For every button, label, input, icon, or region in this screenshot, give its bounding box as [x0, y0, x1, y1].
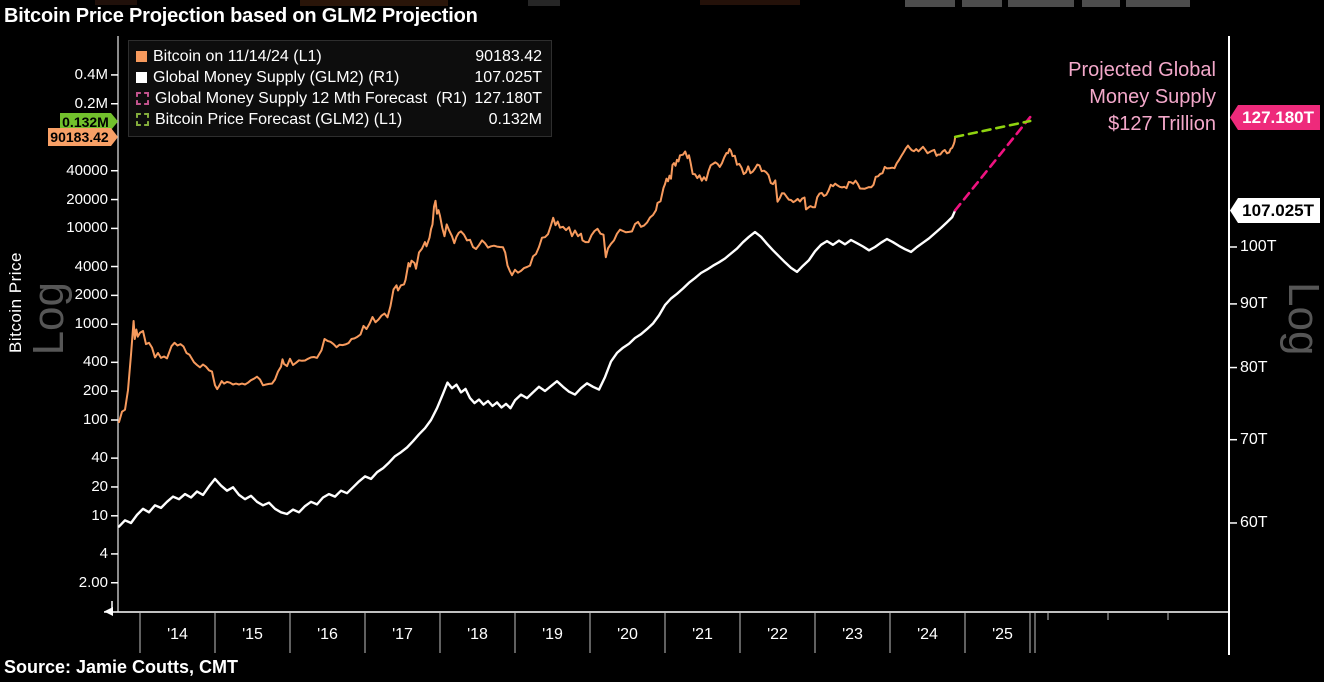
value-badge-9018342: 90183.42 — [48, 128, 118, 146]
chart-legend: Bitcoin on 11/14/24 (L1) 90183.42 Global M… — [128, 40, 552, 137]
left-tick-label: 0.4M — [74, 65, 108, 83]
bitcoin-price-forecast-glm2--line — [953, 119, 1032, 139]
left-tick-label: 40000 — [66, 161, 108, 179]
left-tick-label: 20 — [91, 477, 108, 495]
legend-label: Bitcoin on 11/14/24 (L1) — [153, 47, 322, 65]
legend-row-3[interactable]: Bitcoin Price Forecast (GLM2) (L1) 0.132M — [136, 109, 542, 130]
value-badge-127180T: 127.180T — [1230, 105, 1320, 130]
year-label-14: '14 — [167, 626, 188, 643]
right-tick-label: 80T — [1240, 358, 1268, 376]
year-label-17: '17 — [392, 626, 413, 643]
year-label-21: '21 — [692, 626, 713, 643]
legend-value: 127.180T — [474, 89, 542, 107]
year-label-18: '18 — [467, 626, 488, 643]
year-label-20: '20 — [617, 626, 638, 643]
filled-square-marker-icon — [136, 72, 147, 83]
projection-annotation: Projected Global Money Supply $127 Trill… — [1068, 57, 1216, 138]
annotation-line-3: $127 Trillion — [1108, 113, 1216, 135]
clipped-text-fragment — [300, 0, 448, 6]
right-tick-label: 90T — [1240, 294, 1268, 312]
clipped-text-fragment — [95, 0, 137, 5]
right-tick-label: 70T — [1240, 430, 1268, 448]
left-tick-label: 200 — [82, 382, 108, 400]
legend-row-0[interactable]: Bitcoin on 11/14/24 (L1) 90183.42 — [136, 46, 542, 67]
clipped-text-fragment — [1008, 0, 1074, 7]
clipped-text-fragment — [700, 0, 800, 5]
year-label-15: '15 — [242, 626, 263, 643]
left-axis-title: Bitcoin Price — [6, 252, 25, 353]
clipped-text-fragment — [962, 0, 1002, 7]
left-tick-label: 400 — [82, 353, 108, 371]
annotation-line-2: Money Supply — [1089, 86, 1216, 108]
year-label-19: '19 — [542, 626, 563, 643]
axis-start-arrow-head — [104, 607, 113, 616]
clipped-text-fragment — [528, 0, 560, 6]
right-tick-label: 100T — [1240, 238, 1277, 255]
global-money-supply-12-mth-forecast-line — [953, 115, 1032, 212]
legend-value: 0.132M — [488, 110, 542, 128]
dashed-square-marker-icon — [136, 113, 149, 126]
legend-row-1[interactable]: Global Money Supply (GLM2) (R1) 107.025T — [136, 67, 542, 88]
value-badge-107025T: 107.025T — [1230, 198, 1320, 223]
clipped-text-fragment — [905, 0, 955, 7]
global-money-supply-glm2--line — [117, 209, 957, 528]
left-tick-label: 1000 — [74, 315, 108, 333]
clipped-text-fragment — [1126, 0, 1190, 7]
legend-value: 107.025T — [474, 68, 542, 86]
legend-label: Global Money Supply (GLM2) (R1) — [153, 68, 400, 86]
page-title: Bitcoin Price Projection based on GLM2 P… — [4, 5, 478, 27]
dashed-square-marker-icon — [136, 92, 149, 105]
year-label-22: '22 — [767, 626, 788, 643]
left-tick-label: 40 — [91, 449, 108, 467]
left-tick-label: 2000 — [74, 286, 108, 304]
legend-value: 90183.42 — [475, 47, 542, 65]
left-tick-label: 10 — [91, 506, 108, 524]
filled-square-marker-icon — [136, 51, 147, 62]
clipped-text-fragment — [1082, 0, 1120, 7]
left-tick-label: 4 — [99, 544, 108, 562]
left-tick-label: 4000 — [74, 257, 108, 275]
source-credit: Source: Jamie Coutts, CMT — [4, 657, 239, 677]
year-label-25: '25 — [992, 626, 1013, 643]
legend-label: Bitcoin Price Forecast (GLM2) (L1) — [155, 110, 403, 128]
year-label-23: '23 — [842, 626, 863, 643]
left-tick-label: 2.00 — [78, 573, 108, 591]
left-tick-label: 20000 — [66, 190, 108, 208]
legend-row-2[interactable]: Global Money Supply 12 Mth Forecast (R1)… — [136, 88, 542, 109]
left-tick-label: 0.2M — [74, 94, 108, 112]
value-badge-0132M: 0.132M — [60, 113, 118, 130]
left-tick-label: 10000 — [66, 219, 108, 237]
year-label-16: '16 — [317, 626, 338, 643]
right-tick-label: 60T — [1240, 513, 1268, 531]
year-label-24: '24 — [917, 626, 938, 643]
right-axis-log-watermark: Log — [1279, 282, 1324, 356]
bitcoin-on-11-14-24-line — [118, 135, 957, 424]
annotation-line-1: Projected Global — [1068, 59, 1216, 81]
legend-label: Global Money Supply 12 Mth Forecast (R1) — [155, 89, 467, 107]
left-tick-label: 100 — [82, 411, 108, 428]
